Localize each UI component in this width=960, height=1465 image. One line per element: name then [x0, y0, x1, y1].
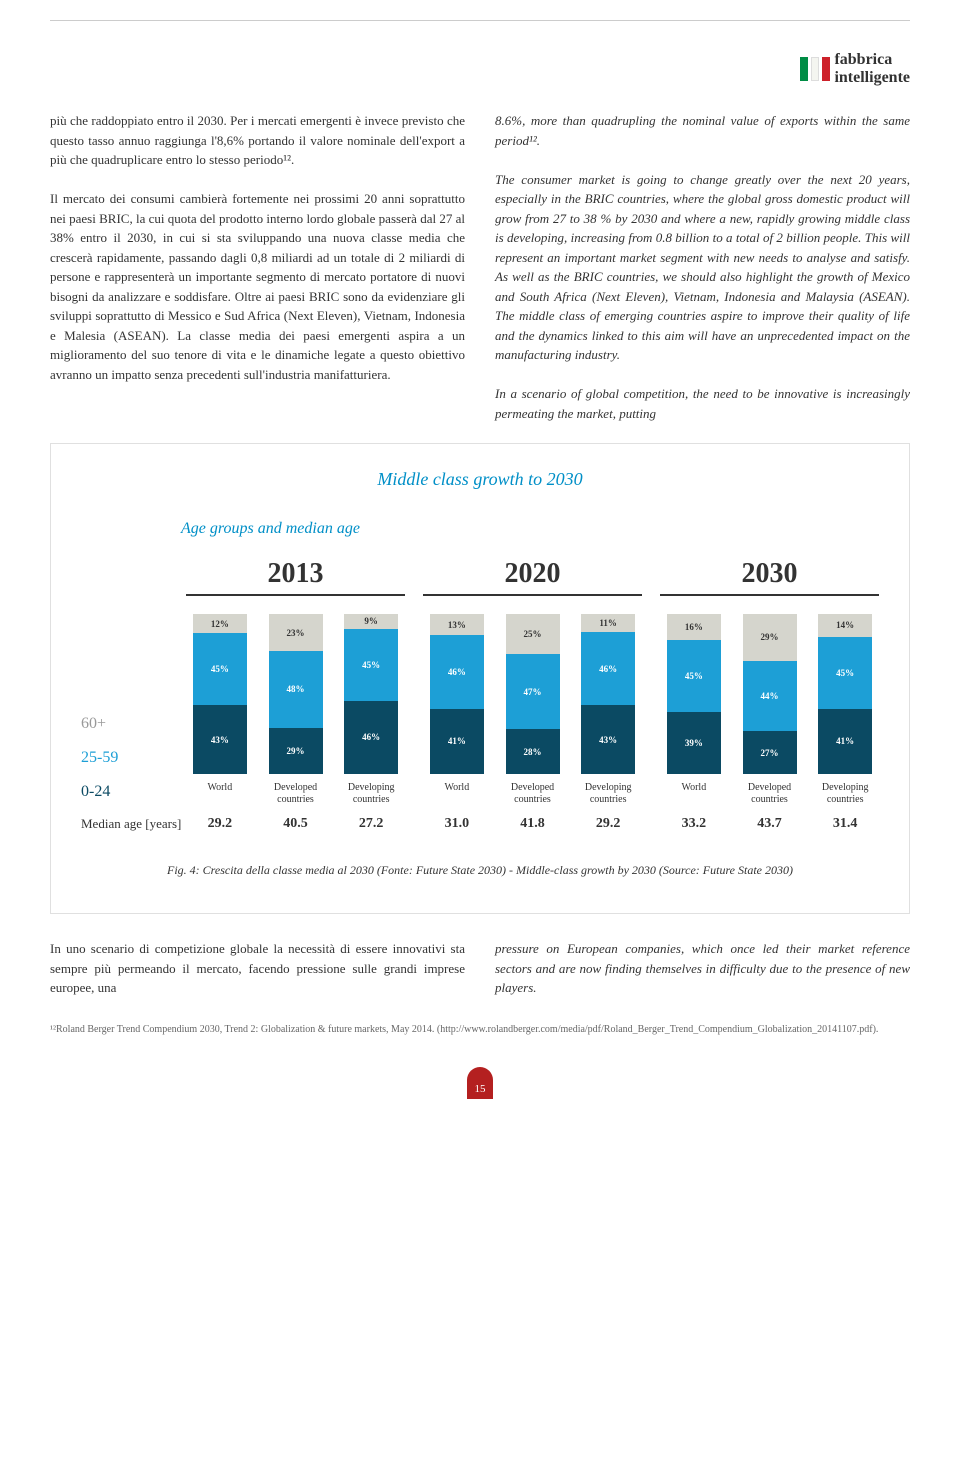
bar-segment: 41% [430, 709, 484, 775]
chart-subtitle: Age groups and median age [181, 520, 879, 538]
year-group: 202013%46%41%World25%47%28%Developed cou… [423, 558, 642, 808]
bar-segment: 46% [430, 635, 484, 709]
chart-caption: Fig. 4: Crescita della classe media al 2… [81, 863, 879, 878]
median-value: 27.2 [337, 816, 405, 833]
legend-item: 25-59 [81, 741, 186, 775]
body-columns-bottom: In uno scenario di competizione globale … [50, 939, 910, 998]
bar-segment: 23% [269, 614, 323, 651]
median-value: 41.8 [499, 816, 567, 833]
bar-segment: 14% [818, 614, 872, 636]
bar-segment: 43% [193, 705, 247, 774]
it-para-2: Il mercato dei consumi cambierà fortemen… [50, 189, 465, 384]
bar-column: 23%48%29% Developed countries [262, 614, 330, 808]
bar-column: 11%46%43% Developing countries [574, 614, 642, 808]
median-group: 31.0 41.8 29.2 [423, 816, 642, 833]
median-value: 31.0 [423, 816, 491, 833]
chart-title: Middle class growth to 2030 [81, 469, 879, 490]
median-label: Median age [years] [81, 816, 186, 833]
it-para-1: più che raddoppiato entro il 2030. Per i… [50, 111, 465, 170]
bar-label: World [444, 782, 469, 808]
bar-segment: 29% [269, 728, 323, 774]
bar-label: Developing countries [811, 782, 879, 808]
bar-segment: 41% [818, 709, 872, 775]
page-number: 15 [467, 1067, 493, 1099]
bar-segment: 48% [269, 651, 323, 728]
top-rule [50, 20, 910, 21]
bar-segment: 27% [743, 731, 797, 774]
median-value: 33.2 [660, 816, 728, 833]
bar-segment: 16% [667, 614, 721, 640]
logo-line1: fabbrica [834, 51, 910, 69]
bar-label: Developing countries [574, 782, 642, 808]
bar-segment: 45% [667, 640, 721, 712]
median-group: 33.2 43.7 31.4 [660, 816, 879, 833]
en-para-3: In a scenario of global competition, the… [495, 384, 910, 423]
median-row: Median age [years] 29.2 40.5 27.2 31.0 41.8 2… [81, 816, 879, 833]
bar-segment: 25% [506, 614, 560, 654]
legend-item: 60+ [81, 707, 186, 741]
bar-segment: 9% [344, 614, 398, 628]
en-para-1: 8.6%, more than quadrupling the nominal … [495, 111, 910, 150]
median-value: 43.7 [736, 816, 804, 833]
logo: fabbrica intelligente [50, 51, 910, 86]
bar-label: World [207, 782, 232, 808]
bar-column: 9%45%46% Developing countries [337, 614, 405, 808]
en-bottom: pressure on European companies, which on… [495, 939, 910, 998]
bar-segment: 12% [193, 614, 247, 633]
bar-label: Developed countries [499, 782, 567, 808]
bar-segment: 46% [581, 632, 635, 706]
bar-column: 14%45%41% Developing countries [811, 614, 879, 808]
bar-segment: 45% [193, 633, 247, 705]
bar-label: Developed countries [736, 782, 804, 808]
bar-segment: 11% [581, 614, 635, 632]
logo-line2: intelligente [834, 69, 910, 87]
legend: 60+25-590-24 [81, 707, 186, 808]
bar-segment: 46% [344, 701, 398, 775]
legend-item: 0-24 [81, 775, 186, 809]
year-heading: 2013 [186, 558, 405, 596]
footnote: ¹²Roland Berger Trend Compendium 2030, T… [50, 1023, 910, 1037]
it-bottom: In uno scenario di competizione globale … [50, 939, 465, 998]
bar-label: World [681, 782, 706, 808]
year-heading: 2030 [660, 558, 879, 596]
year-group: 201312%45%43%World23%48%29%Developed cou… [186, 558, 405, 808]
bar-segment: 39% [667, 712, 721, 774]
median-group: 29.2 40.5 27.2 [186, 816, 405, 833]
median-value: 29.2 [574, 816, 642, 833]
en-para-2: The consumer market is going to change g… [495, 170, 910, 365]
bar-segment: 13% [430, 614, 484, 635]
median-value: 40.5 [262, 816, 330, 833]
bar-column: 12%45%43% World [186, 614, 254, 808]
bar-segment: 45% [818, 637, 872, 709]
year-group: 203016%45%39%World29%44%27%Developed cou… [660, 558, 879, 808]
bar-segment: 29% [743, 614, 797, 660]
body-columns-top: più che raddoppiato entro il 2030. Per i… [50, 111, 910, 423]
year-heading: 2020 [423, 558, 642, 596]
chart-body: 60+25-590-24 201312%45%43%World23%48%29%… [81, 558, 879, 808]
bar-column: 29%44%27% Developed countries [736, 614, 804, 808]
bar-segment: 45% [344, 629, 398, 701]
bar-label: Developing countries [337, 782, 405, 808]
chart-frame: Middle class growth to 2030 Age groups a… [50, 443, 910, 914]
bar-column: 25%47%28% Developed countries [499, 614, 567, 808]
page-footer: 15 [50, 1067, 910, 1099]
bar-segment: 43% [581, 705, 635, 774]
median-value: 31.4 [811, 816, 879, 833]
bar-column: 16%45%39% World [660, 614, 728, 808]
bar-segment: 44% [743, 661, 797, 731]
bar-segment: 28% [506, 729, 560, 774]
bar-column: 13%46%41% World [423, 614, 491, 808]
median-value: 29.2 [186, 816, 254, 833]
bar-segment: 47% [506, 654, 560, 729]
bar-label: Developed countries [262, 782, 330, 808]
